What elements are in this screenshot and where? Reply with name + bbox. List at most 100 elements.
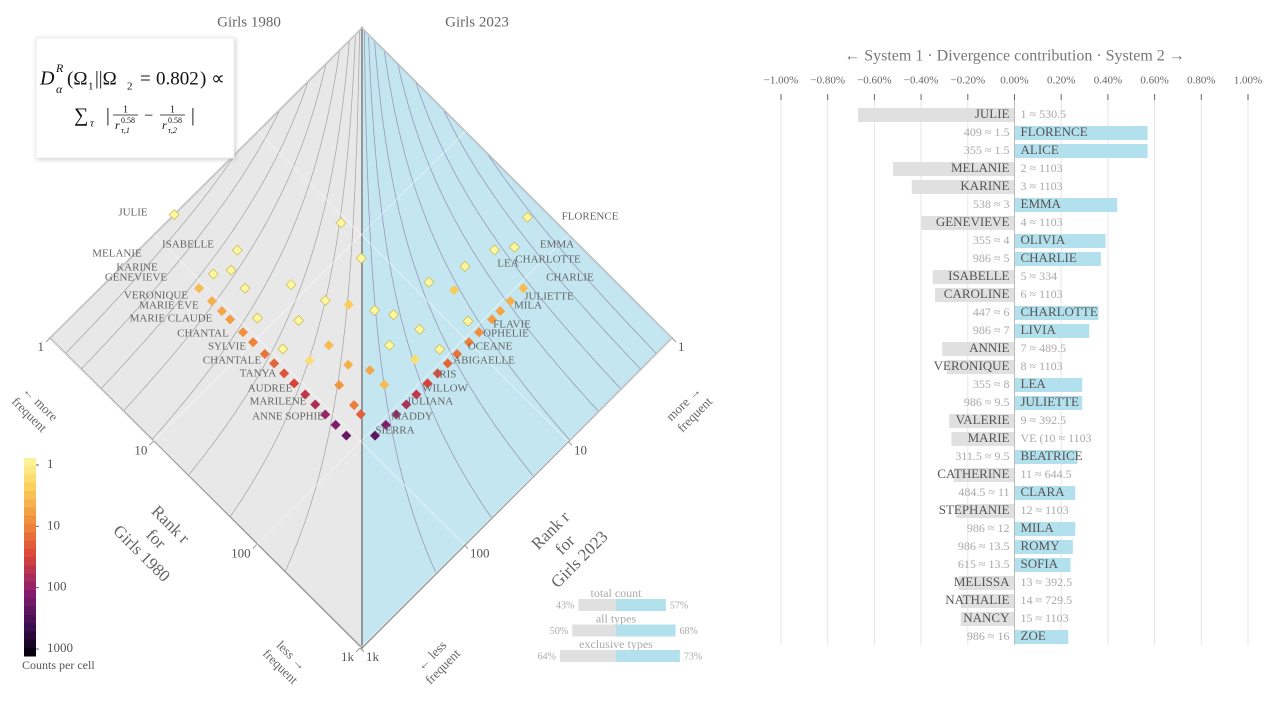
type-label: FLAVIE [493,319,531,331]
bar [1014,306,1099,320]
contour [229,36,356,518]
type-name: NATHALIE [945,592,1009,607]
colorbar-band [24,499,36,508]
colorbar-band [24,458,36,467]
type-label: CHANTALE [203,355,262,367]
type-label: MARIE EVE [139,300,199,312]
formula-part: | [191,105,195,126]
formula-part: τ,2 [168,126,177,135]
balance-label: exclusive types [579,637,653,651]
cell [463,337,474,348]
formula-part: R [55,61,64,75]
balance-bar-right [616,650,680,662]
type-name: STEPHANIE [939,502,1010,517]
rank-label: 355 ≈ 8 [973,377,1010,391]
cell [355,252,367,264]
x-tick-label: −0.20% [950,75,985,87]
cell [442,358,453,369]
cell [323,340,334,351]
cell [401,399,412,410]
colorbar-band [24,532,36,541]
cell [225,264,237,276]
balance-value-label: 50% [550,626,568,637]
tick-mark [463,544,469,550]
tick-mark [45,337,51,343]
rank-label: 409 ≈ 1.5 [964,125,1010,139]
cell [248,337,259,348]
cell [518,283,529,294]
cell [304,355,315,366]
cell [411,389,422,400]
type-label: AUDREE [248,383,293,395]
tick-label: 1 [678,339,685,354]
bar [911,180,1015,194]
cell [380,419,391,430]
cell [432,368,443,379]
bar [956,504,1015,518]
formula-part: 0.58 [121,116,135,125]
cell [459,260,471,272]
rank-label: 484.5 ≈ 11 [958,485,1009,499]
x-tick-label: −0.40% [904,75,939,87]
rank-label: 986 ≈ 7 [973,323,1010,337]
type-label: GENEVIEVE [105,272,168,284]
cell [238,327,249,338]
rank-label: 986 ≈ 9.5 [964,395,1010,409]
diamond-grid [49,27,673,649]
balance-value-label: 43% [556,600,574,611]
x-tick-label: 1.00% [1234,75,1262,87]
type-label: SIERRA [375,425,414,437]
divergence-chart: ← System 1 · Divergence contribution · S… [764,48,1262,645]
cell [449,285,460,296]
colorbar-band [24,631,36,640]
cell [310,399,321,410]
rank-label: 14 ≈ 729.5 [1021,593,1073,607]
type-label: ANNE SOPHIE [252,411,324,423]
type-label: CHARLOTTE [515,254,581,266]
type-name: GENEVIEVE [936,214,1010,229]
cell [355,409,366,420]
cell [364,365,375,376]
bar [960,612,1015,626]
cell [488,244,500,256]
type-name: CHARLIE [1021,250,1077,265]
bar [942,342,1015,356]
cell [343,359,354,370]
bar [1014,486,1076,500]
cell [462,315,474,327]
colorbar-band [24,581,36,591]
contour [415,82,622,390]
cell [251,312,263,324]
bar [1014,324,1090,338]
axis-label: less →frequent [260,637,310,687]
colorbar-band [24,474,36,484]
formula-part: = [140,68,151,89]
rank-label: 311.5 ≈ 9.5 [955,449,1009,463]
formula-box: D Rα (Ω 1 ||Ω 2 = 0.802) ∝∑ τ | 1r 0.58τ,1− 1r 0.58τ,… [35,37,235,159]
bar [958,576,1015,590]
type-label: MILA [514,300,542,312]
colorbar-band [24,557,36,566]
formula-background [35,37,235,159]
rank-label: 8 ≈ 1103 [1021,359,1063,373]
grid-line [361,27,673,339]
balance-label: total count [591,586,643,600]
type-name: VALERIE [956,412,1010,427]
colorbar-band [24,565,36,574]
contour [65,154,236,354]
type-name: JULIETTE [1021,394,1080,409]
x-tick-label: −1.00% [764,75,799,87]
cell [487,314,498,325]
grid-line [153,131,466,442]
grid-line [49,337,361,649]
tick-label: 10 [574,442,587,457]
colorbar-band [24,482,36,492]
rank-label: 7 ≈ 489.5 [1021,341,1067,355]
contour [284,30,360,573]
cell [319,295,331,307]
type-label: ABIGAELLE [453,355,515,367]
type-name: ROMY [1021,538,1061,553]
cell [343,299,354,310]
contour [443,111,641,370]
balance-value-label: 73% [684,651,702,662]
